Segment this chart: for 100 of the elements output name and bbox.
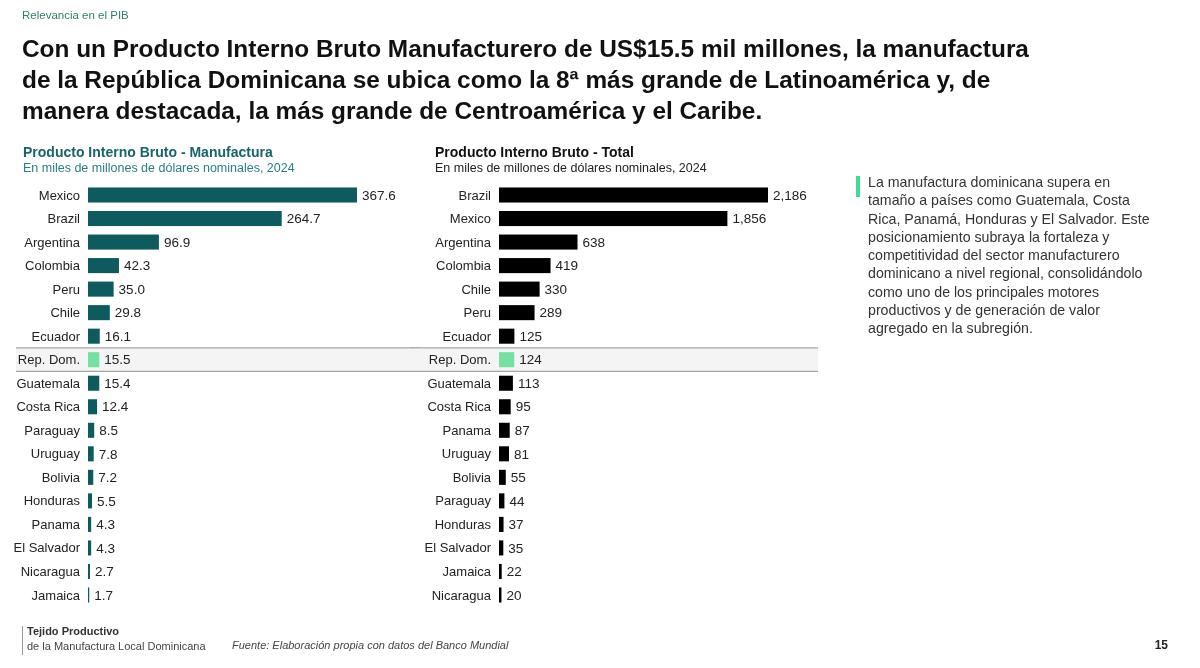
- text: Con un Producto Interno Bruto Manufacturero de US$15.5 mil millones, la manufactura de la República Dominicana se ubica como la 8ª más grande de Latinoamérica y, de manera destacada, la más grande de Centroamérica y el Caribe.: [22, 34, 1030, 126]
- y-tick-label: Paraguay: [435, 493, 492, 509]
- chart-subtitle: En miles de millones de dólares nominales, 2024: [435, 161, 707, 175]
- data-label: 2.7: [94, 564, 114, 580]
- data-label: 35.0: [118, 281, 145, 297]
- data-label: 22: [506, 564, 522, 580]
- bar: [88, 258, 119, 274]
- data-label: 87: [514, 423, 530, 439]
- y-tick-label: Nicaragua: [20, 564, 81, 580]
- bar: [499, 399, 511, 415]
- chart-subtitle: En miles de millones de dólares nominales, 2024: [23, 161, 295, 175]
- y-tick-label: Rep. Dom.: [17, 352, 80, 368]
- y-tick-label: Jamaica: [31, 587, 81, 603]
- y-tick-label: Costa Rica: [16, 399, 81, 415]
- text: Tejido Productivo: [27, 625, 120, 637]
- data-label: 419: [555, 258, 579, 274]
- data-label: 8.5: [99, 423, 118, 439]
- y-tick-label: Honduras: [23, 493, 81, 509]
- data-label: 95: [515, 399, 531, 415]
- data-label: 4.3: [96, 540, 115, 556]
- y-tick-label: Peru: [463, 305, 491, 321]
- bar: [88, 493, 93, 509]
- y-tick-label: Panama: [31, 516, 81, 532]
- y-tick-label: Rep. Dom.: [428, 352, 491, 368]
- y-tick-label: Mexico: [449, 211, 491, 227]
- y-tick-label: Argentina: [435, 234, 492, 250]
- y-tick-label: Uruguay: [30, 446, 81, 462]
- data-label: 37: [508, 517, 524, 533]
- data-label: 1,856: [732, 211, 767, 227]
- bar: [499, 540, 504, 556]
- y-tick-label: Chile: [50, 305, 80, 321]
- bar: [499, 211, 728, 227]
- bar: [499, 493, 505, 509]
- data-label: 15.4: [104, 375, 132, 391]
- y-tick-label: Bolivia: [452, 469, 492, 485]
- y-tick-label: Honduras: [434, 516, 492, 532]
- bar: [499, 422, 510, 438]
- bar: [88, 187, 357, 203]
- bar: [499, 469, 506, 485]
- data-label: 113: [517, 375, 540, 391]
- bar: [88, 516, 92, 532]
- bar: [88, 469, 94, 485]
- data-label: 16.1: [104, 328, 132, 344]
- bar: [499, 328, 515, 344]
- data-label: 4.3: [96, 517, 115, 533]
- y-tick-label: Peru: [52, 281, 80, 297]
- data-label: 264.7: [286, 211, 321, 227]
- data-label: 81: [513, 446, 529, 462]
- chart-title: Producto Interno Bruto - Total: [435, 144, 634, 160]
- y-tick-label: Paraguay: [24, 422, 81, 438]
- y-tick-label: Bolivia: [41, 469, 81, 485]
- data-label: 7.2: [98, 470, 118, 486]
- data-label: 124: [519, 352, 543, 368]
- y-tick-label: Brazil: [458, 187, 492, 203]
- data-label: 12.4: [102, 399, 129, 415]
- data-label: 289: [539, 305, 563, 321]
- data-label: 2,186: [773, 187, 807, 203]
- bar: [499, 516, 504, 532]
- text: de la Manufactura Local Dominicana: [27, 640, 206, 652]
- data-label: 20: [506, 587, 522, 603]
- y-tick-label: Argentina: [24, 234, 81, 250]
- data-label: 15.5: [104, 352, 131, 368]
- y-tick-label: Mexico: [38, 187, 80, 203]
- bar: [499, 446, 509, 462]
- bar: [499, 352, 515, 368]
- bar: [499, 375, 513, 391]
- data-label: 55: [510, 470, 526, 486]
- data-label: 125: [519, 328, 542, 344]
- y-tick-label: El Salvador: [13, 540, 81, 556]
- bar: [88, 422, 95, 438]
- bar: [88, 352, 100, 368]
- text: 15: [1154, 638, 1168, 652]
- bar: [88, 281, 114, 297]
- bar: [499, 258, 551, 274]
- bar: [88, 211, 282, 227]
- text: La manufactura dominicana supera en tamaño a países como Guatemala, Costa Rica, Panamá, Honduras y El Salvador. Este posicionamiento subraya la fortaleza y competitividad del sector manufacturero dominicano a nivel regional, consolidándolo como uno de los principales motores productivos y de generación de valor agregado en la subregión.: [868, 174, 1150, 337]
- y-tick-label: Nicaragua: [431, 587, 492, 603]
- source-note: Fuente: Elaboración propia con datos del Banco Mundial: [232, 639, 509, 651]
- bar: [499, 187, 768, 203]
- chart-title: Producto Interno Bruto - Manufactura: [23, 144, 273, 160]
- bar: [88, 399, 98, 415]
- y-tick-label: Costa Rica: [427, 399, 492, 415]
- y-tick-label: Colombia: [25, 258, 81, 274]
- data-label: 42.3: [123, 258, 151, 274]
- data-label: 330: [544, 281, 568, 297]
- bar: [499, 281, 540, 297]
- data-label: 96.9: [163, 234, 191, 250]
- y-tick-label: Jamaica: [442, 564, 492, 580]
- data-label: 7.8: [98, 446, 118, 462]
- y-tick-label: Ecuador: [442, 328, 492, 344]
- data-label: 638: [582, 234, 606, 250]
- text: Relevancia en el PIB: [22, 9, 129, 21]
- bar: [88, 375, 100, 391]
- bar: [88, 234, 159, 250]
- data-label: 367.6: [362, 187, 396, 203]
- y-tick-label: Colombia: [436, 258, 492, 274]
- bar: [88, 446, 94, 462]
- y-tick-label: Chile: [461, 281, 491, 297]
- y-tick-label: Uruguay: [441, 446, 492, 462]
- data-label: 5.5: [97, 493, 116, 509]
